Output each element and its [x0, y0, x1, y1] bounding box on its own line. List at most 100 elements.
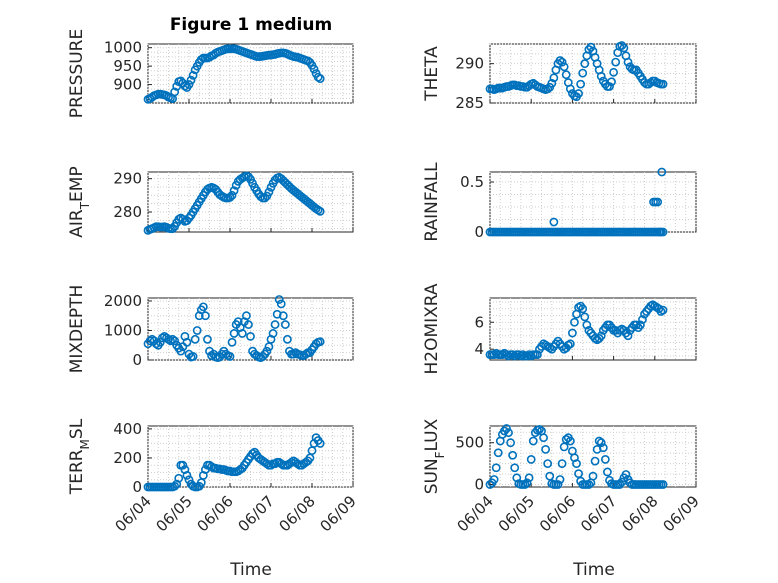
- data-point: [182, 337, 192, 347]
- data-point: [225, 352, 235, 361]
- data-point: [186, 75, 196, 85]
- data-point: [170, 481, 180, 491]
- data-point: [600, 455, 610, 464]
- data-point: [151, 339, 161, 349]
- y-tick-label: 0: [132, 478, 142, 496]
- y-tick-label: 6: [474, 313, 484, 331]
- data-point: [237, 329, 247, 338]
- data-point: [609, 67, 618, 77]
- data-point: [557, 57, 567, 67]
- data-point: [510, 463, 520, 473]
- y-axis-label: TERRMSL: [67, 418, 92, 495]
- data-point: [248, 449, 257, 458]
- data-point: [244, 320, 253, 329]
- data-point: [578, 68, 588, 78]
- data-point: [549, 217, 559, 227]
- data-point: [188, 352, 198, 361]
- data-point: [174, 473, 184, 483]
- data-point: [528, 436, 538, 446]
- data-point: [574, 89, 583, 98]
- data-point: [192, 326, 202, 335]
- data-point: [229, 329, 239, 338]
- data-point: [276, 299, 286, 309]
- data-point: [623, 331, 633, 341]
- data-point: [658, 480, 668, 489]
- x-tick-label: 06/05: [495, 492, 538, 535]
- data-point: [280, 320, 290, 329]
- data-point: [176, 346, 186, 356]
- subplot-airtemp: 280 290 AIRTEMP: [67, 166, 354, 238]
- data-point: [658, 79, 668, 89]
- data-point: [655, 227, 665, 237]
- y-tick-label: 0: [474, 475, 484, 493]
- y-tick-label: 280: [113, 203, 142, 221]
- data-point: [493, 448, 503, 458]
- data-point: [580, 312, 590, 322]
- data-point: [557, 459, 567, 468]
- data-point: [555, 475, 565, 484]
- data-point: [574, 469, 583, 479]
- data-point: [541, 444, 551, 454]
- y-axis-label: H2OMIXRA: [422, 283, 442, 374]
- data-point: [241, 311, 251, 321]
- data-point: [190, 334, 200, 344]
- y-axis-label: MIXDEPTH: [67, 285, 87, 374]
- data-point: [264, 187, 274, 197]
- data-point: [607, 77, 616, 87]
- data-point: [200, 311, 210, 321]
- data-point: [491, 463, 501, 473]
- data-point: [623, 57, 633, 67]
- y-tick-label: 2000: [104, 292, 142, 310]
- data-point: [580, 59, 590, 69]
- x-tick-label: 06/06: [536, 492, 579, 535]
- data-point: [155, 337, 165, 347]
- data-point: [166, 336, 175, 346]
- data-point: [508, 450, 518, 460]
- data-point: [590, 456, 600, 466]
- data-point: [543, 84, 553, 94]
- data-point: [225, 192, 235, 202]
- y-tick-label: 0: [132, 351, 142, 369]
- data-point: [568, 328, 577, 338]
- y-tick-label: 285: [455, 94, 484, 112]
- data-point: [640, 78, 649, 87]
- data-point: [168, 334, 177, 344]
- data-point: [178, 460, 188, 470]
- y-tick-label: 200: [113, 449, 142, 467]
- data-point: [309, 64, 319, 74]
- data-point: [543, 459, 553, 468]
- y-tick-label: 900: [113, 76, 142, 94]
- data-point: [555, 56, 565, 65]
- data-point: [188, 70, 198, 80]
- data-point: [621, 470, 631, 479]
- data-point: [278, 311, 288, 321]
- x-tick-label: 06/09: [660, 492, 703, 535]
- y-tick-label: 290: [455, 55, 484, 73]
- y-axis-label: THETA: [422, 46, 442, 102]
- data-point: [588, 471, 598, 481]
- data-point: [270, 320, 280, 329]
- data-point: [246, 331, 255, 341]
- y-tick-label: 0: [474, 223, 484, 241]
- data-point: [582, 320, 592, 330]
- y-tick-label: 4: [474, 340, 484, 358]
- data-point: [268, 329, 278, 338]
- data-point: [603, 467, 612, 477]
- data-point: [596, 438, 606, 448]
- data-point: [565, 84, 575, 94]
- data-point: [584, 480, 594, 489]
- data-point: [489, 475, 499, 484]
- y-axis-label: AIRTEMP: [67, 166, 92, 237]
- data-point: [168, 224, 177, 234]
- data-point: [539, 433, 548, 443]
- data-point: [619, 43, 629, 53]
- data-point: [561, 434, 571, 444]
- data-point: [178, 214, 188, 224]
- x-axis-label-left: Time: [229, 560, 272, 580]
- x-tick-label: 06/07: [577, 492, 620, 535]
- data-point: [596, 331, 606, 341]
- data-point: [289, 349, 298, 359]
